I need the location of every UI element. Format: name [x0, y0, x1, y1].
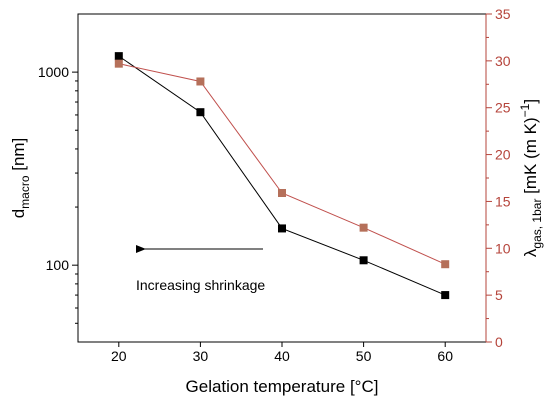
x-tick-label: 20: [111, 348, 127, 364]
y-left-tick-label: 1000: [38, 64, 69, 80]
x-tick-label: 50: [356, 348, 372, 364]
y-axis-right-title: λgas, 1bar [mK (m K)−1]: [518, 99, 544, 257]
y-right-tick-label: 20: [495, 147, 511, 163]
x-tick-label: 30: [193, 348, 209, 364]
series-2-marker: [114, 59, 123, 68]
y-left-title-rest: [nm]: [9, 138, 28, 176]
y-left-title-main: d: [9, 209, 28, 218]
x-tick-label: 40: [274, 348, 290, 364]
y-right-title-rest: [mK (m K): [521, 117, 540, 198]
y-right-tick-label: 15: [495, 193, 511, 209]
y-left-title-sub: macro: [18, 175, 32, 209]
series-2-marker: [278, 188, 286, 197]
series-1-marker: [114, 52, 123, 61]
ticks-group: 20 30 40 50 60 100 1000 0 5 10 15 20 25 30 35: [38, 6, 511, 364]
series-1-marker: [196, 108, 205, 117]
y-right-tick-label: 30: [495, 53, 511, 69]
y-right-tick-label: 5: [495, 287, 503, 303]
y-right-tick-label: 10: [495, 240, 511, 256]
y-right-title-sup: −1: [518, 103, 532, 117]
y-right-title-main: λ: [521, 248, 540, 257]
y-right-title-end: ]: [521, 99, 540, 104]
y-axis-left-title: dmacro [nm]: [9, 138, 32, 219]
series-2-marker: [441, 260, 450, 269]
series-2-marker: [196, 77, 205, 86]
y-right-tick-label: 0: [495, 334, 503, 350]
y-right-tick-label: 35: [495, 6, 511, 22]
series-2-marker: [359, 223, 368, 232]
x-axis-title: Gelation temperature [°C]: [186, 377, 379, 396]
y-right-title-sub: gas, 1bar: [530, 199, 544, 249]
series-group: [114, 52, 450, 300]
annotation-text: Increasing shrinkage: [136, 277, 265, 293]
y-right-tick-label: 25: [495, 100, 511, 116]
series-1-line: [118, 55, 446, 296]
y-left-tick-label: 100: [46, 257, 70, 273]
series-1-marker: [359, 256, 368, 265]
x-tick-label: 60: [437, 348, 453, 364]
series-2-line: [118, 63, 446, 265]
series-1-marker: [441, 291, 450, 300]
series-1-marker: [278, 224, 286, 233]
